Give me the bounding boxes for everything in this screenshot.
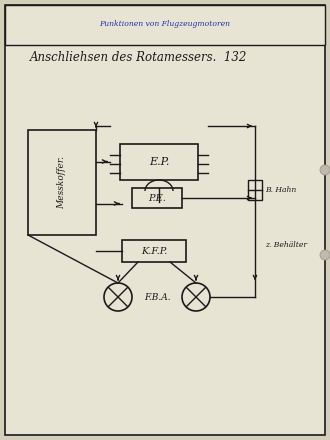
Text: E.P.: E.P. (149, 157, 169, 167)
Text: z. Behälter: z. Behälter (265, 241, 307, 249)
Bar (120, 144, 198, 180)
Text: Anschliehsen des Rotamessers.  132: Anschliehsen des Rotamessers. 132 (30, 51, 248, 63)
Bar (122, 240, 186, 262)
Bar (28, 130, 96, 235)
Text: F.B.A.: F.B.A. (144, 293, 170, 301)
Bar (248, 180, 262, 200)
Circle shape (320, 165, 330, 175)
Bar (132, 188, 182, 208)
Circle shape (320, 250, 330, 260)
Text: P.E.: P.E. (148, 194, 166, 202)
Text: Messkoffer.: Messkoffer. (57, 156, 67, 209)
Text: K.F.P.: K.F.P. (141, 246, 167, 256)
Text: B. Hahn: B. Hahn (265, 186, 296, 194)
Text: Funktionen von Flugzeugmotoren: Funktionen von Flugzeugmotoren (100, 20, 230, 28)
Bar (5, 5, 325, 45)
